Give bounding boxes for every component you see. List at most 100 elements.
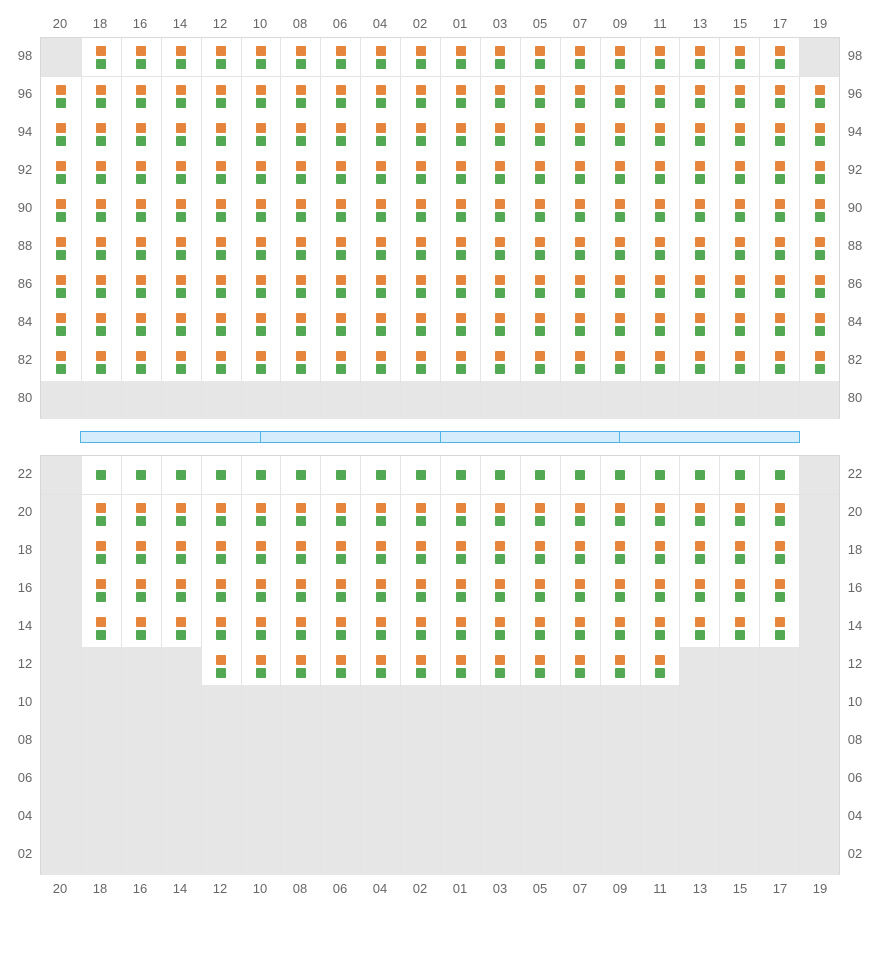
grid-cell[interactable] [280,305,320,343]
grid-cell[interactable] [41,267,81,305]
grid-cell[interactable] [161,38,201,76]
grid-cell[interactable] [480,533,520,571]
grid-cell[interactable] [560,571,600,609]
grid-cell[interactable] [360,571,400,609]
grid-cell[interactable] [719,267,759,305]
grid-cell[interactable] [679,609,719,647]
grid-cell[interactable] [121,191,161,229]
grid-cell[interactable] [440,456,480,494]
grid-cell[interactable] [560,267,600,305]
grid-cell[interactable] [161,495,201,533]
grid-cell[interactable] [799,77,839,115]
grid-cell[interactable] [81,571,121,609]
grid-cell[interactable] [320,153,360,191]
grid-cell[interactable] [81,609,121,647]
grid-cell[interactable] [121,305,161,343]
grid-cell[interactable] [719,77,759,115]
grid-cell[interactable] [201,647,241,685]
grid-cell[interactable] [360,495,400,533]
grid-cell[interactable] [161,229,201,267]
grid-cell[interactable] [679,533,719,571]
grid-cell[interactable] [201,191,241,229]
grid-cell[interactable] [480,191,520,229]
grid-cell[interactable] [520,115,560,153]
grid-cell[interactable] [320,38,360,76]
grid-cell[interactable] [280,191,320,229]
grid-cell[interactable] [640,38,680,76]
grid-cell[interactable] [360,533,400,571]
grid-cell[interactable] [280,38,320,76]
grid-cell[interactable] [600,495,640,533]
grid-cell[interactable] [679,191,719,229]
grid-cell[interactable] [600,305,640,343]
grid-cell[interactable] [400,571,440,609]
grid-cell[interactable] [161,571,201,609]
grid-cell[interactable] [719,191,759,229]
grid-cell[interactable] [560,495,600,533]
grid-cell[interactable] [640,533,680,571]
grid-cell[interactable] [640,305,680,343]
grid-cell[interactable] [400,495,440,533]
grid-cell[interactable] [320,571,360,609]
grid-cell[interactable] [360,153,400,191]
grid-cell[interactable] [520,305,560,343]
grid-cell[interactable] [480,456,520,494]
grid-cell[interactable] [759,153,799,191]
grid-cell[interactable] [480,495,520,533]
grid-cell[interactable] [320,77,360,115]
grid-cell[interactable] [440,343,480,381]
grid-cell[interactable] [121,456,161,494]
grid-cell[interactable] [320,115,360,153]
grid-cell[interactable] [81,495,121,533]
grid-cell[interactable] [201,115,241,153]
grid-cell[interactable] [161,305,201,343]
grid-cell[interactable] [201,571,241,609]
grid-cell[interactable] [759,115,799,153]
grid-cell[interactable] [719,115,759,153]
grid-cell[interactable] [161,77,201,115]
grid-cell[interactable] [201,533,241,571]
grid-cell[interactable] [520,495,560,533]
grid-cell[interactable] [241,609,281,647]
grid-cell[interactable] [440,533,480,571]
grid-cell[interactable] [121,495,161,533]
grid-cell[interactable] [41,229,81,267]
grid-cell[interactable] [679,229,719,267]
grid-cell[interactable] [600,456,640,494]
grid-cell[interactable] [480,647,520,685]
grid-cell[interactable] [241,495,281,533]
grid-cell[interactable] [241,153,281,191]
grid-cell[interactable] [320,267,360,305]
grid-cell[interactable] [759,533,799,571]
grid-cell[interactable] [201,456,241,494]
grid-cell[interactable] [241,77,281,115]
grid-cell[interactable] [161,533,201,571]
grid-cell[interactable] [360,609,400,647]
grid-cell[interactable] [560,229,600,267]
grid-cell[interactable] [201,267,241,305]
grid-cell[interactable] [360,77,400,115]
grid-cell[interactable] [480,305,520,343]
grid-cell[interactable] [201,77,241,115]
grid-cell[interactable] [320,456,360,494]
grid-cell[interactable] [121,571,161,609]
grid-cell[interactable] [201,609,241,647]
grid-cell[interactable] [640,229,680,267]
grid-cell[interactable] [640,115,680,153]
grid-cell[interactable] [280,456,320,494]
grid-cell[interactable] [719,533,759,571]
grid-cell[interactable] [81,229,121,267]
grid-cell[interactable] [400,191,440,229]
grid-cell[interactable] [719,305,759,343]
grid-cell[interactable] [560,647,600,685]
grid-cell[interactable] [520,343,560,381]
grid-cell[interactable] [400,533,440,571]
grid-cell[interactable] [640,495,680,533]
grid-cell[interactable] [121,38,161,76]
grid-cell[interactable] [480,38,520,76]
grid-cell[interactable] [600,647,640,685]
grid-cell[interactable] [759,456,799,494]
grid-cell[interactable] [400,38,440,76]
grid-cell[interactable] [520,153,560,191]
grid-cell[interactable] [719,495,759,533]
